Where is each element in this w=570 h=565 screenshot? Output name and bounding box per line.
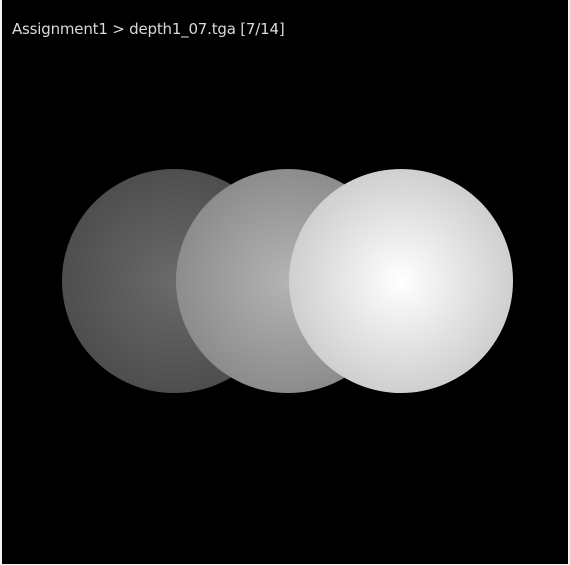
sphere-near	[289, 169, 513, 393]
image-title: Assignment1 > depth1_07.tga [7/14]	[12, 20, 285, 38]
